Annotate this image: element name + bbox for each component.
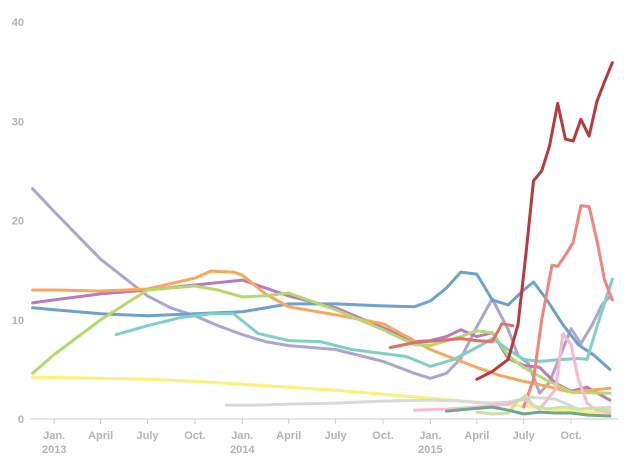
series-line-6 [114, 277, 614, 368]
x-tick-label: Oct. [372, 430, 393, 442]
x-tick-label: Jan. [43, 430, 65, 442]
x-tick-label: July [136, 430, 159, 442]
y-tick-label: 40 [12, 17, 24, 29]
series-line-14 [475, 61, 614, 381]
x-tick-label: Oct. [184, 430, 205, 442]
y-tick-label: 20 [12, 216, 24, 228]
x-tick-label: April [276, 430, 301, 442]
series-line-8 [224, 395, 612, 411]
series-line-12 [475, 393, 612, 416]
series-line-13 [444, 405, 612, 418]
y-tick-label: 30 [12, 116, 24, 128]
y-tick-label: 0 [18, 414, 24, 426]
series-line-2 [31, 270, 612, 371]
series-line-10 [522, 204, 614, 409]
series-line-5 [31, 284, 612, 395]
series-line-9 [388, 322, 515, 349]
x-tick-year-label: 2013 [42, 444, 66, 456]
x-tick-label: Jan. [231, 430, 253, 442]
x-tick-label: April [464, 430, 489, 442]
series-layer [31, 61, 614, 418]
x-axis: Jan. 2013 April July Oct. Jan. 2014 April July Oc… [30, 418, 618, 456]
x-tick-label: Oct. [560, 430, 581, 442]
x-tick-year-label: 2015 [418, 444, 442, 456]
x-tick-label: April [88, 430, 113, 442]
x-tick-label: Jan. [419, 430, 441, 442]
series-line-4 [31, 269, 612, 394]
x-tick-label: July [325, 430, 348, 442]
x-tick-year-label: 2014 [230, 444, 255, 456]
y-tick-label: 10 [12, 315, 24, 327]
y-axis: 0 10 20 30 40 [12, 17, 24, 426]
x-tick-label: July [513, 430, 536, 442]
